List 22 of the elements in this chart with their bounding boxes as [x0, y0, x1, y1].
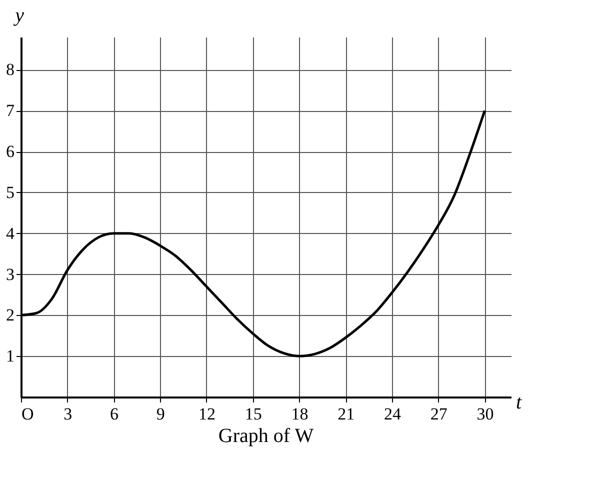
x-tick-label: 15: [244, 404, 262, 424]
y-tick-label: 1: [6, 346, 14, 366]
y-tick-label: 6: [6, 142, 14, 162]
x-tick-label: 9: [156, 404, 165, 424]
x-tick-label: 30: [476, 404, 494, 424]
y-tick-label: 4: [6, 224, 15, 243]
x-tick-label: O: [22, 404, 34, 424]
x-tick-label: 6: [110, 404, 118, 424]
y-tick-label: 2: [6, 306, 14, 325]
x-tick-label: 21: [338, 404, 355, 424]
x-tick-label: 12: [198, 404, 216, 424]
y-tick-label: 7: [6, 101, 15, 120]
text: Graph of W: [218, 425, 314, 447]
y-tick-label: 5: [6, 182, 14, 202]
y-tick-label: 8: [6, 60, 14, 80]
x-tick-label: 27: [430, 404, 448, 424]
x-tick-label: 24: [384, 404, 402, 424]
y-axis-title: y: [13, 4, 24, 26]
x-axis-title: t: [516, 392, 522, 414]
y-tick-label: 3: [6, 264, 14, 284]
x-tick-label: 18: [291, 404, 308, 424]
x-tick-label: 3: [64, 404, 72, 424]
